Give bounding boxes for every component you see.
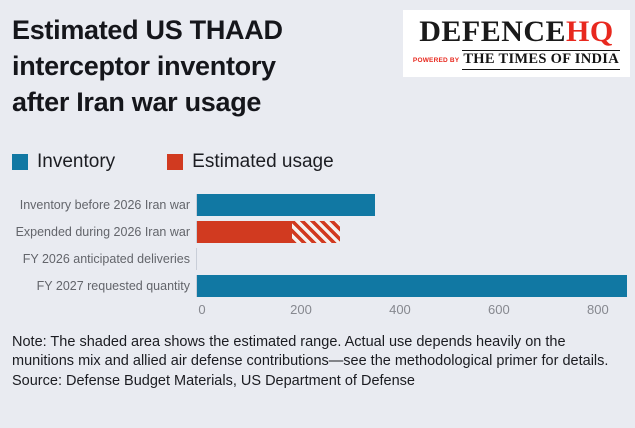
bar-category-label: Inventory before 2026 Iran war	[19, 198, 190, 212]
bar-track	[196, 275, 635, 297]
bar-track	[196, 221, 635, 243]
source-text: Source: Defense Budget Materials, US Dep…	[12, 373, 415, 389]
brand-defence-text: DEFENCE	[419, 15, 567, 48]
powered-by-label: Powered By	[412, 56, 460, 64]
title-line-1: Estimated US THAAD	[12, 15, 283, 45]
x-axis: 0 200 400 600 800	[0, 302, 635, 320]
legend-label-estimated-usage: Estimated usage	[192, 151, 334, 172]
brand-wordmark: DEFENCEHQ	[413, 16, 620, 48]
x-axis-tick: 200	[290, 302, 312, 317]
legend-item-estimated-usage: Estimated usage	[167, 151, 334, 173]
bar-chart: Inventory before 2026 Iran war Expended d…	[0, 194, 635, 320]
x-axis-tick: 800	[587, 302, 609, 317]
bar-segment	[197, 275, 628, 297]
bar-row: Inventory before 2026 Iran war	[0, 194, 635, 216]
title-line-2: interceptor inventory	[12, 51, 276, 81]
logo-subline: Powered By THE TIMES OF INDIA	[413, 50, 620, 70]
bar-segment	[197, 221, 293, 243]
x-axis-ticks: 0 200 400 600 800	[198, 302, 635, 320]
inventory-swatch-icon	[12, 154, 28, 170]
bar-rows: Inventory before 2026 Iran war Expended d…	[0, 194, 635, 297]
bar-segment-hatched	[292, 221, 340, 243]
x-axis-tick: 400	[389, 302, 411, 317]
bar-segment	[197, 194, 375, 216]
legend-item-inventory: Inventory	[12, 151, 115, 173]
bar-category-label: Expended during 2026 Iran war	[15, 225, 190, 239]
footer-notes: Note: The shaded area shows the estimate…	[12, 333, 624, 391]
bar-track	[196, 194, 635, 216]
page-title: Estimated US THAAD interceptor inventory…	[12, 12, 283, 120]
defencehq-logo: DEFENCEHQ Powered By THE TIMES OF INDIA	[402, 10, 630, 77]
bar-row: FY 2026 anticipated deliveries	[0, 248, 635, 270]
bar-category-label: FY 2026 anticipated deliveries	[22, 252, 190, 266]
x-axis-tick: 0	[198, 302, 206, 317]
bar-category-label: FY 2027 requested quantity	[36, 279, 190, 293]
estimated-usage-swatch-icon	[167, 154, 184, 170]
times-of-india-masthead: THE TIMES OF INDIA	[462, 50, 620, 70]
axis-spacer	[0, 302, 202, 320]
title-line-3: after Iran war usage	[12, 87, 262, 117]
x-axis-tick: 600	[488, 302, 510, 317]
note-text: Note: The shaded area shows the estimate…	[12, 334, 609, 369]
brand-hq-text: HQ	[566, 15, 614, 48]
bar-row: Expended during 2026 Iran war	[0, 221, 635, 243]
bar-track	[196, 248, 635, 270]
bar-row: FY 2027 requested quantity	[0, 275, 635, 297]
legend-label-inventory: Inventory	[37, 151, 116, 172]
chart-legend: Inventory Estimated usage	[12, 151, 334, 173]
